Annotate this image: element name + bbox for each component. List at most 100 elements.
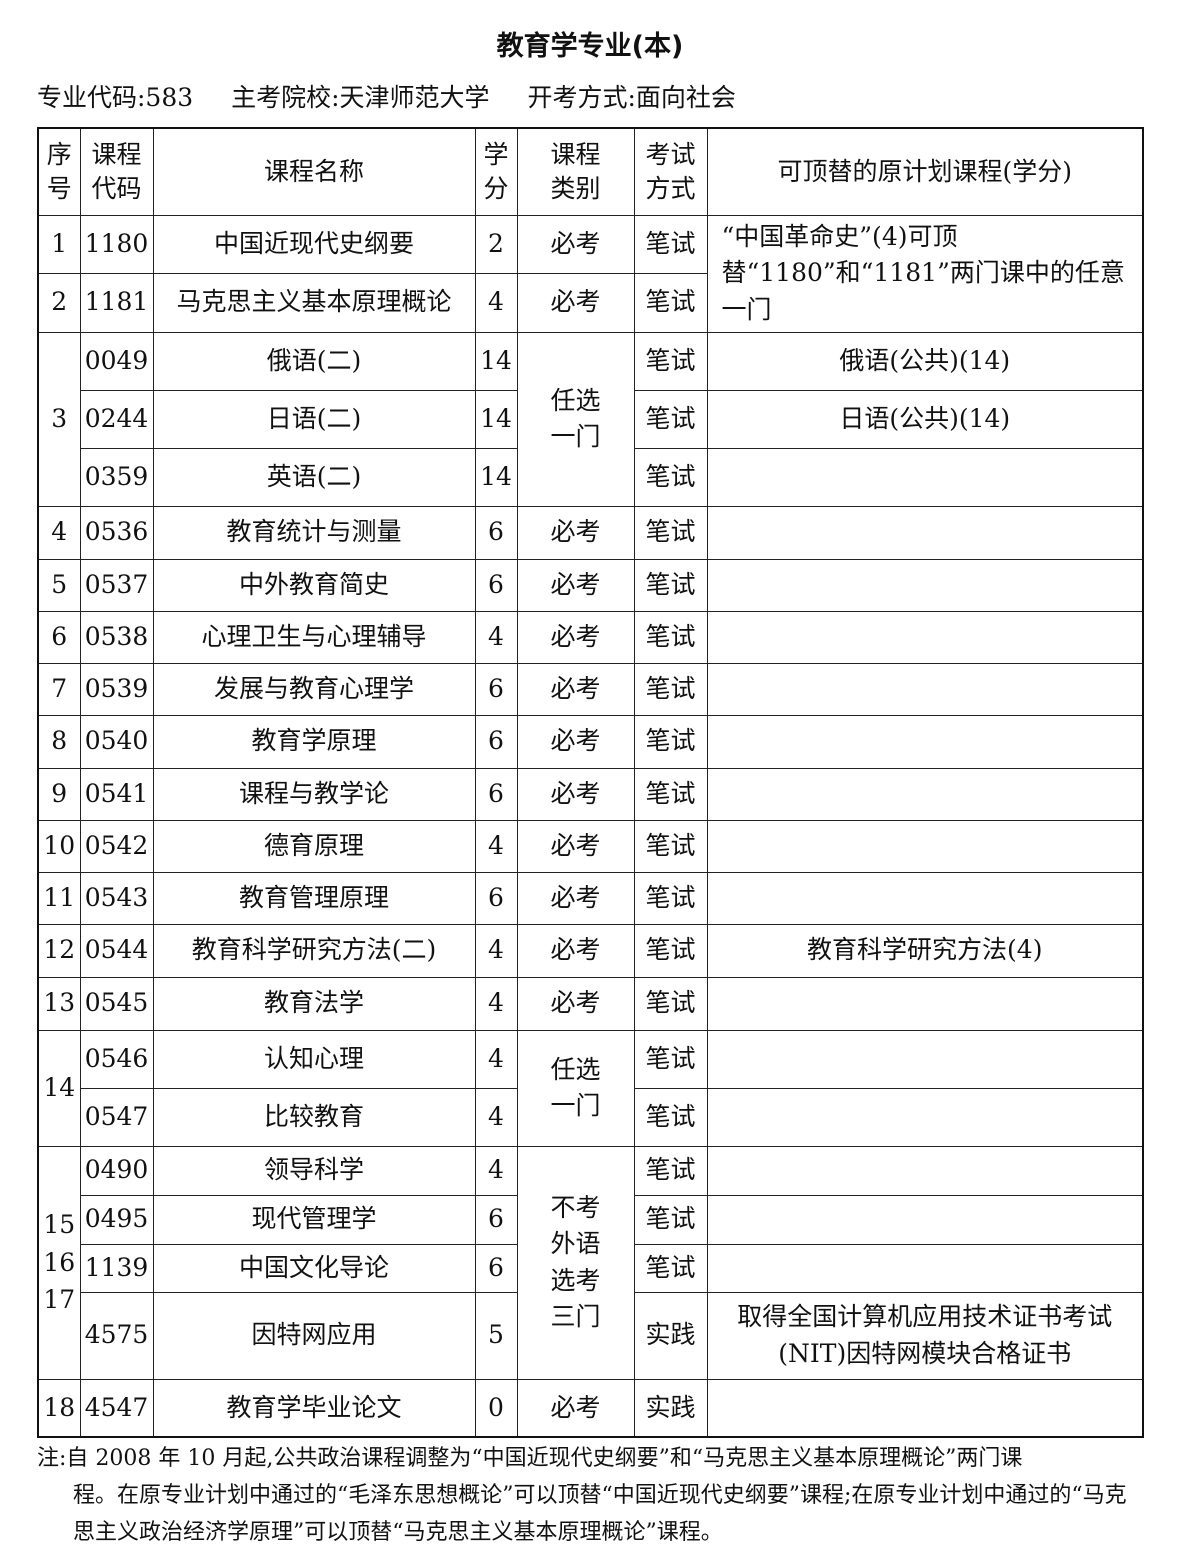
table-row: 5 0537 中外教育简史 6 必考 笔试 bbox=[37, 558, 1144, 612]
cell-name: 教育法学 bbox=[152, 976, 476, 1031]
cell-credit: 4 bbox=[474, 1145, 518, 1196]
cell-exam: 笔试 bbox=[633, 505, 708, 560]
table-row: 11 0543 教育管理原理 6 必考 笔试 bbox=[37, 871, 1144, 925]
cell-name: 中外教育简史 bbox=[152, 558, 476, 612]
cell-seq: 18 bbox=[37, 1378, 81, 1438]
cell-replace bbox=[706, 1194, 1144, 1245]
cell-type: 必考 bbox=[516, 610, 635, 664]
footnote: 注:自 2008 年 10 月起,公共政治课程调整为“中国近现代史纲要”和“马克… bbox=[37, 1440, 1147, 1551]
cell-code: 1181 bbox=[79, 272, 154, 333]
cell-code: 0541 bbox=[79, 767, 154, 821]
cell-seq: 9 bbox=[37, 767, 81, 821]
cell-exam: 笔试 bbox=[633, 214, 708, 274]
cell-code: 0495 bbox=[79, 1194, 154, 1245]
cell-name: 心理卫生与心理辅导 bbox=[152, 610, 476, 664]
cell-exam: 笔试 bbox=[633, 447, 708, 507]
header-name: 课程名称 bbox=[152, 127, 476, 216]
table-row: 8 0540 教育学原理 6 必考 笔试 bbox=[37, 714, 1144, 769]
cell-code: 1180 bbox=[79, 214, 154, 274]
cell-seq: 3 bbox=[37, 331, 81, 507]
table-row: 0359 英语(二) 14 笔试 bbox=[38, 447, 1144, 507]
cell-exam: 笔试 bbox=[633, 1087, 708, 1147]
cell-code: 0536 bbox=[79, 505, 154, 560]
cell-credit: 6 bbox=[474, 558, 518, 612]
cell-name: 日语(二) bbox=[152, 389, 476, 449]
table-row: 15 16 17 0490 领导科学 4 不考外语选考三门 笔试 bbox=[37, 1145, 1144, 1380]
cell-seq: 4 bbox=[37, 505, 81, 560]
cell-replace: 取得全国计算机应用技术证书考试(NIT)因特网模块合格证书 bbox=[706, 1291, 1144, 1380]
cell-exam: 笔试 bbox=[633, 1029, 708, 1089]
cell-replace bbox=[706, 505, 1144, 560]
cell-type: 必考 bbox=[516, 662, 635, 716]
header-type: 课程类别 bbox=[516, 127, 635, 216]
cell-credit: 4 bbox=[474, 610, 518, 664]
cell-credit: 2 bbox=[474, 214, 518, 274]
cell-code: 0049 bbox=[79, 331, 154, 391]
cell-name: 英语(二) bbox=[152, 447, 476, 507]
cell-credit: 6 bbox=[474, 1243, 518, 1293]
table-row: 0244 日语(二) 14 笔试 日语(公共)(14) bbox=[38, 389, 1144, 449]
cell-seq: 8 bbox=[37, 714, 81, 769]
table-row: 12 0544 教育科学研究方法(二) 4 必考 笔试 教育科学研究方法(4) bbox=[37, 923, 1144, 978]
cell-replace: 俄语(公共)(14) bbox=[706, 331, 1144, 391]
cell-code: 0490 bbox=[79, 1145, 154, 1196]
table-row: 6 0538 心理卫生与心理辅导 4 必考 笔试 bbox=[37, 610, 1144, 664]
cell-replace bbox=[706, 1087, 1144, 1147]
cell-code: 0542 bbox=[79, 819, 154, 873]
cell-replace bbox=[706, 610, 1144, 664]
cell-replace bbox=[706, 662, 1144, 716]
cell-name: 中国近现代史纲要 bbox=[152, 214, 476, 274]
header-code: 课程代码 bbox=[79, 127, 154, 216]
cell-name: 比较教育 bbox=[152, 1087, 476, 1147]
cell-exam: 实践 bbox=[633, 1378, 708, 1438]
cell-seq: 11 bbox=[37, 871, 81, 925]
cell-replace bbox=[706, 1145, 1144, 1196]
cell-type: 必考 bbox=[516, 976, 635, 1031]
cell-type: 不考外语选考三门 bbox=[516, 1145, 635, 1380]
cell-name: 中国文化导论 bbox=[152, 1243, 476, 1293]
table-row: 3 0049 俄语(二) 14 任选一门 笔试 俄语(公共)(14) bbox=[37, 331, 1144, 507]
cell-seq: 15 16 17 bbox=[37, 1145, 81, 1380]
cell-credit: 6 bbox=[474, 871, 518, 925]
table-row: 1 1180 中国近现代史纲要 2 必考 笔试 “中国革命史”(4)可顶替“1180”和“1… bbox=[37, 214, 1144, 333]
header-exam: 考试方式 bbox=[633, 127, 708, 216]
cell-seq: 5 bbox=[37, 558, 81, 612]
cell-name: 教育学原理 bbox=[152, 714, 476, 769]
cell-replace bbox=[706, 976, 1144, 1031]
cell-code: 0545 bbox=[79, 976, 154, 1031]
cell-credit: 5 bbox=[474, 1291, 518, 1380]
cell-credit: 6 bbox=[474, 662, 518, 716]
cell-replace bbox=[706, 1029, 1144, 1089]
cell-exam: 笔试 bbox=[633, 558, 708, 612]
cell-credit: 14 bbox=[474, 331, 518, 391]
cell-name: 俄语(二) bbox=[152, 331, 476, 391]
cell-name: 教育管理原理 bbox=[152, 871, 476, 925]
cell-exam: 实践 bbox=[633, 1291, 708, 1380]
table-row: 0495 现代管理学 6 笔试 bbox=[38, 1194, 1144, 1245]
cell-name: 发展与教育心理学 bbox=[152, 662, 476, 716]
cell-seq: 6 bbox=[37, 610, 81, 664]
table-row: 18 4547 教育学毕业论文 0 必考 实践 bbox=[37, 1378, 1144, 1438]
cell-exam: 笔试 bbox=[633, 662, 708, 716]
cell-type: 必考 bbox=[516, 714, 635, 769]
table-row: 7 0539 发展与教育心理学 6 必考 笔试 bbox=[37, 662, 1144, 716]
cell-exam: 笔试 bbox=[633, 923, 708, 978]
cell-exam: 笔试 bbox=[633, 1194, 708, 1245]
cell-replace: “中国革命史”(4)可顶替“1180”和“1181”两门课中的任意一门 bbox=[706, 214, 1144, 333]
cell-type: 任选一门 bbox=[516, 331, 635, 507]
cell-seq: 14 bbox=[37, 1029, 81, 1147]
table-row: 10 0542 德育原理 4 必考 笔试 bbox=[37, 819, 1144, 873]
cell-type: 必考 bbox=[516, 558, 635, 612]
cell-code: 4575 bbox=[79, 1291, 154, 1380]
header-seq: 序号 bbox=[37, 127, 81, 216]
cell-replace: 日语(公共)(14) bbox=[706, 389, 1144, 449]
footnote-line1: 注:自 2008 年 10 月起,公共政治课程调整为“中国近现代史纲要”和“马克… bbox=[37, 1446, 1023, 1471]
cell-credit: 6 bbox=[474, 505, 518, 560]
cell-name: 教育学毕业论文 bbox=[152, 1378, 476, 1438]
cell-credit: 4 bbox=[474, 819, 518, 873]
table-row: 4 0536 教育统计与测量 6 必考 笔试 bbox=[37, 505, 1144, 560]
cell-credit: 6 bbox=[474, 1194, 518, 1245]
cell-credit: 4 bbox=[474, 976, 518, 1031]
cell-name: 教育统计与测量 bbox=[152, 505, 476, 560]
cell-code: 1139 bbox=[79, 1243, 154, 1293]
